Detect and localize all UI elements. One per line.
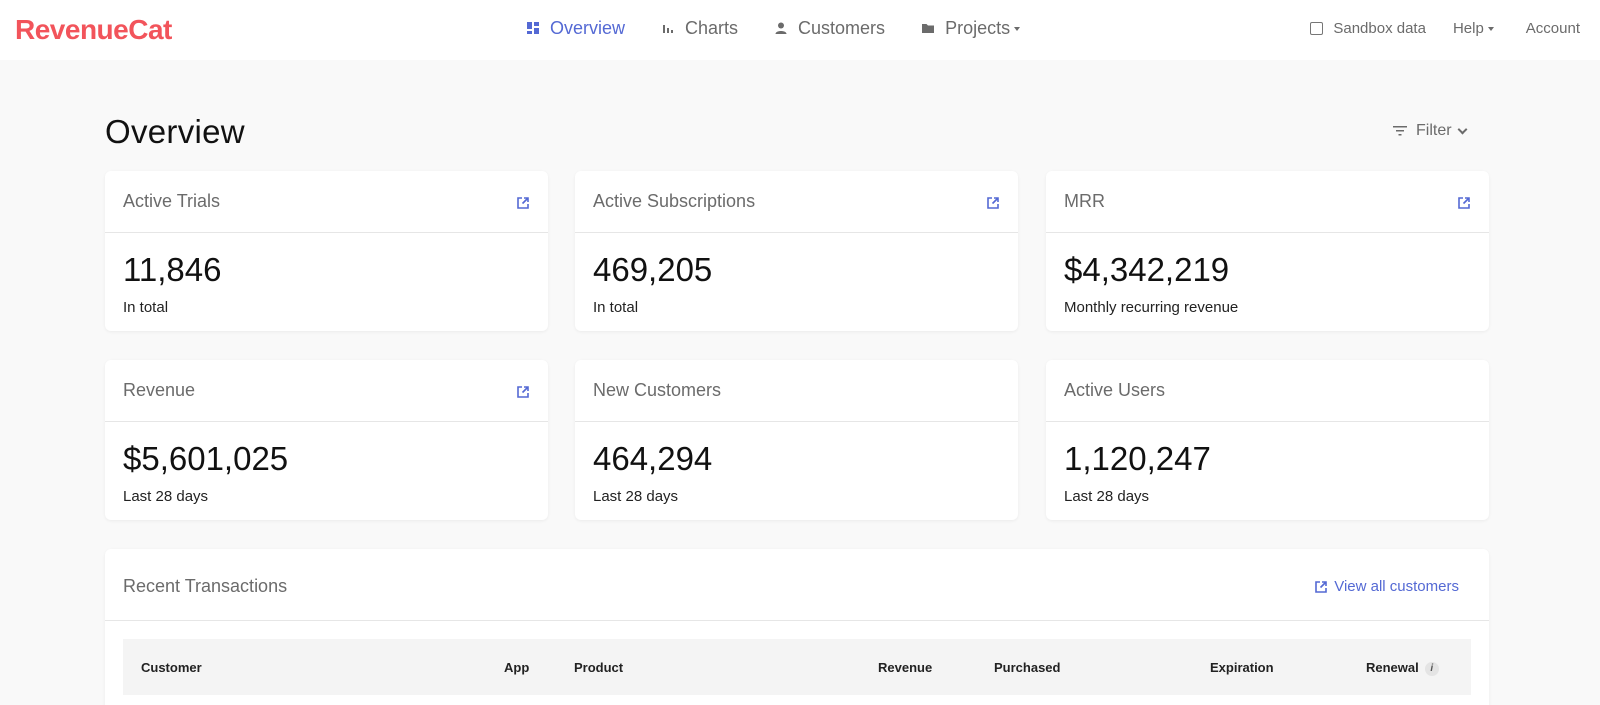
transactions-title: Recent Transactions: [123, 576, 288, 596]
revenuecat-logo[interactable]: RevenueCat: [15, 10, 172, 50]
nav-item-projects[interactable]: Projects: [921, 17, 1021, 39]
card-value: $5,601,025: [123, 440, 289, 477]
nav-item-charts[interactable]: Charts: [661, 18, 738, 39]
info-icon[interactable]: i: [1424, 662, 1439, 676]
column-header-purchased[interactable]: Purchased: [994, 660, 1061, 675]
metric-card-active-trials[interactable]: Active Trials 11,846 In total: [105, 171, 548, 331]
dashboard-icon: [527, 22, 539, 34]
card-value: $4,342,219: [1064, 251, 1230, 288]
view-all-customers-link[interactable]: View all customers: [1314, 578, 1459, 595]
page-title: Overview: [105, 113, 245, 150]
card-value: 469,205: [593, 251, 713, 288]
column-header-product[interactable]: Product: [574, 660, 624, 675]
table-header-row: Customer App Product Revenue Purchased E…: [123, 639, 1471, 695]
card-value: 1,120,247: [1064, 440, 1211, 477]
card-subtitle: In total: [123, 299, 169, 316]
external-link-icon[interactable]: [516, 196, 530, 210]
nav-item-label: Projects: [945, 17, 1011, 38]
column-header-expiration[interactable]: Expiration: [1210, 660, 1274, 675]
column-header-app[interactable]: App: [504, 660, 530, 675]
card-title: Revenue: [123, 380, 196, 400]
card-title: Active Subscriptions: [593, 191, 756, 211]
card-title: MRR: [1064, 191, 1105, 211]
card-subtitle: Last 28 days: [123, 488, 209, 505]
card-value: 11,846: [123, 251, 222, 288]
sandbox-checkbox[interactable]: [1310, 21, 1324, 35]
external-link-icon[interactable]: [1457, 196, 1471, 210]
column-header-revenue[interactable]: Revenue: [878, 660, 933, 675]
help-menu[interactable]: Help: [1453, 20, 1494, 37]
sandbox-label: Sandbox data: [1333, 19, 1426, 37]
transactions-header: Recent Transactions View all customers: [105, 549, 1489, 621]
filter-icon: [1393, 126, 1407, 136]
nav-item-overview[interactable]: Overview: [526, 18, 625, 39]
column-header-customer[interactable]: Customer: [141, 660, 202, 675]
external-link-icon: [1315, 580, 1328, 593]
card-header: Active Trials: [105, 171, 548, 233]
caret-down-icon: [1487, 27, 1494, 31]
nav-item-label: Customers: [798, 17, 886, 38]
column-header-renewal[interactable]: Renewal i: [1366, 660, 1439, 676]
chevron-down-icon: [1457, 124, 1468, 134]
card-header: Revenue: [105, 360, 548, 422]
nav-item-label: Charts: [685, 17, 739, 38]
card-header: Active Subscriptions: [575, 171, 1018, 233]
metric-card-revenue[interactable]: Revenue $5,601,025 Last 28 days: [105, 360, 548, 520]
card-value: 464,294: [593, 440, 713, 477]
sandbox-data-toggle[interactable]: Sandbox data: [1310, 20, 1426, 37]
nav-item-label: Overview: [550, 17, 626, 38]
metric-card-active-subscriptions[interactable]: Active Subscriptions 469,205 In total: [575, 171, 1018, 331]
top-right-controls: Sandbox data Help Account: [1310, 0, 1580, 56]
filter-label: Filter: [1416, 122, 1452, 139]
card-title: Active Trials: [123, 191, 221, 211]
brand-name: RevenueCat: [15, 14, 172, 45]
card-subtitle: In total: [593, 299, 639, 316]
filter-dropdown[interactable]: Filter: [1393, 122, 1468, 140]
account-link[interactable]: Account: [1525, 19, 1580, 37]
card-subtitle: Last 28 days: [593, 488, 679, 505]
external-link-icon[interactable]: [516, 385, 530, 399]
recent-transactions-panel: Recent Transactions View all customers C…: [105, 549, 1489, 705]
person-icon: [775, 22, 787, 34]
metric-card-mrr[interactable]: MRR $4,342,219 Monthly recurring revenue: [1046, 171, 1489, 331]
bar-chart-icon: [663, 25, 674, 33]
main-nav: Overview Charts Customers Projects: [526, 0, 1056, 56]
top-navigation-bar: RevenueCat Overview Charts: [0, 0, 1600, 60]
card-header: Active Users: [1046, 360, 1489, 422]
folder-icon: [922, 24, 935, 33]
nav-item-customers[interactable]: Customers: [774, 18, 885, 39]
card-title: Active Users: [1064, 380, 1166, 400]
card-subtitle: Monthly recurring revenue: [1064, 299, 1239, 316]
external-link-icon[interactable]: [986, 196, 1000, 210]
card-header: MRR: [1046, 171, 1489, 233]
metric-card-active-users: Active Users 1,120,247 Last 28 days: [1046, 360, 1489, 520]
card-title: New Customers: [593, 380, 722, 400]
renewal-label: Renewal: [1366, 660, 1419, 675]
view-all-label: View all customers: [1334, 578, 1459, 595]
card-header: New Customers: [575, 360, 1018, 422]
help-label: Help: [1452, 19, 1484, 37]
caret-down-icon: [1014, 27, 1021, 31]
card-subtitle: Last 28 days: [1064, 488, 1150, 505]
metric-card-new-customers: New Customers 464,294 Last 28 days: [575, 360, 1018, 520]
